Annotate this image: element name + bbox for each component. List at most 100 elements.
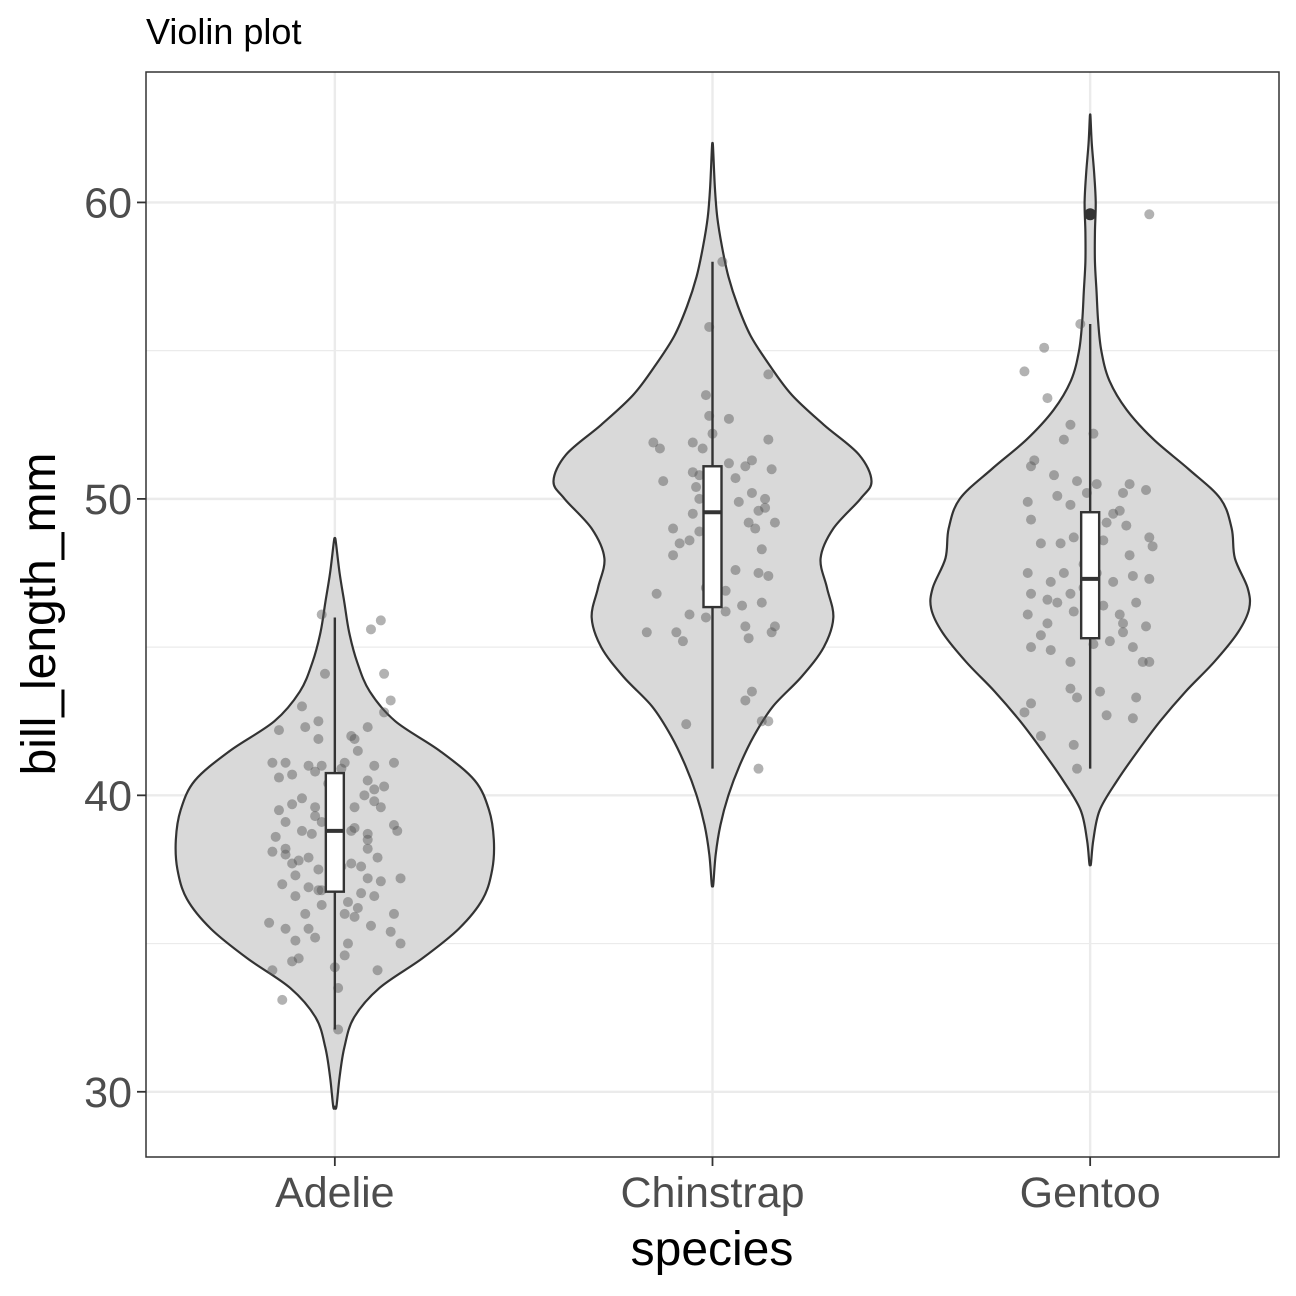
x-tick-label-chinstrap: Chinstrap [620, 1169, 804, 1217]
point-adelie [290, 891, 301, 902]
point-adelie [293, 855, 304, 866]
point-adelie [303, 882, 314, 893]
point-adelie [362, 828, 373, 839]
point-chinstrap [766, 464, 777, 475]
point-gentoo [1118, 627, 1129, 638]
point-chinstrap [769, 517, 780, 528]
point-gentoo [1072, 476, 1083, 487]
point-gentoo [1104, 636, 1115, 647]
point-adelie [375, 876, 386, 887]
point-gentoo [1019, 366, 1030, 377]
point-adelie [372, 965, 383, 976]
point-gentoo [1108, 508, 1119, 519]
point-adelie [313, 734, 324, 745]
point-adelie [372, 852, 383, 863]
point-chinstrap [687, 508, 698, 519]
box-chinstrap [702, 465, 723, 609]
point-adelie [267, 846, 278, 857]
point-adelie [339, 908, 350, 919]
point-chinstrap [763, 716, 774, 727]
point-gentoo [1058, 567, 1069, 578]
point-adelie [313, 864, 324, 875]
point-adelie [349, 802, 360, 813]
point-adelie [349, 734, 360, 745]
point-adelie [362, 834, 373, 845]
point-gentoo [1022, 609, 1033, 620]
point-gentoo [1124, 479, 1135, 490]
y-axis-title: bill_length_mm [13, 453, 66, 776]
point-adelie [273, 725, 284, 736]
point-chinstrap [760, 493, 771, 504]
point-gentoo [1052, 597, 1063, 608]
y-tick-label: 40 [84, 772, 132, 820]
point-gentoo [1127, 642, 1138, 653]
point-adelie [313, 885, 324, 896]
point-adelie [395, 938, 406, 949]
point-chinstrap [681, 719, 692, 730]
point-chinstrap [756, 597, 767, 608]
point-gentoo [1101, 517, 1112, 528]
point-gentoo [1049, 470, 1060, 481]
point-chinstrap [694, 470, 705, 481]
point-gentoo [1072, 692, 1083, 703]
point-chinstrap [769, 621, 780, 632]
point-chinstrap [654, 443, 665, 454]
point-adelie [365, 624, 376, 635]
boxplots [324, 208, 1101, 1030]
point-adelie [342, 938, 353, 949]
point-chinstrap [763, 570, 774, 581]
point-chinstrap [723, 413, 734, 424]
point-chinstrap [700, 612, 711, 623]
point-gentoo [1042, 618, 1053, 629]
point-adelie [388, 757, 399, 768]
point-gentoo [1098, 600, 1109, 611]
point-gentoo [1144, 209, 1155, 220]
point-chinstrap [746, 455, 757, 466]
point-gentoo [1068, 532, 1079, 543]
point-chinstrap [766, 627, 777, 638]
point-gentoo [1091, 479, 1102, 490]
point-adelie [310, 802, 321, 813]
point-adelie [356, 861, 367, 872]
point-gentoo [1035, 630, 1046, 641]
y-tick-label: 30 [84, 1069, 132, 1117]
point-adelie [290, 935, 301, 946]
point-chinstrap [677, 636, 688, 647]
point-adelie [349, 822, 360, 833]
point-chinstrap [648, 437, 659, 448]
point-chinstrap [684, 535, 695, 546]
point-adelie [280, 817, 291, 828]
point-chinstrap [743, 517, 754, 528]
point-chinstrap [730, 565, 741, 576]
point-adelie [303, 852, 314, 863]
point-chinstrap [723, 458, 734, 469]
point-chinstrap [740, 621, 751, 632]
x-axis-title: species [631, 1223, 794, 1276]
point-adelie [280, 849, 291, 860]
point-gentoo [1137, 656, 1148, 667]
point-adelie [346, 825, 357, 836]
point-gentoo [1127, 570, 1138, 581]
point-gentoo [1029, 455, 1040, 466]
point-chinstrap [651, 588, 662, 599]
point-adelie [379, 707, 390, 718]
point-adelie [369, 891, 380, 902]
point-adelie [362, 873, 373, 884]
point-adelie [356, 888, 367, 899]
point-gentoo [1022, 567, 1033, 578]
point-adelie [369, 760, 380, 771]
point-adelie [352, 745, 363, 756]
x-tick-label-gentoo: Gentoo [1020, 1169, 1161, 1217]
point-chinstrap [717, 256, 728, 267]
point-chinstrap [753, 763, 764, 774]
point-chinstrap [750, 523, 761, 534]
point-adelie [352, 902, 363, 913]
point-gentoo [1026, 514, 1037, 525]
point-chinstrap [658, 476, 669, 487]
point-gentoo [1042, 594, 1053, 605]
point-adelie [273, 805, 284, 816]
point-gentoo [1098, 535, 1109, 546]
point-adelie [349, 911, 360, 922]
point-gentoo [1065, 499, 1076, 510]
